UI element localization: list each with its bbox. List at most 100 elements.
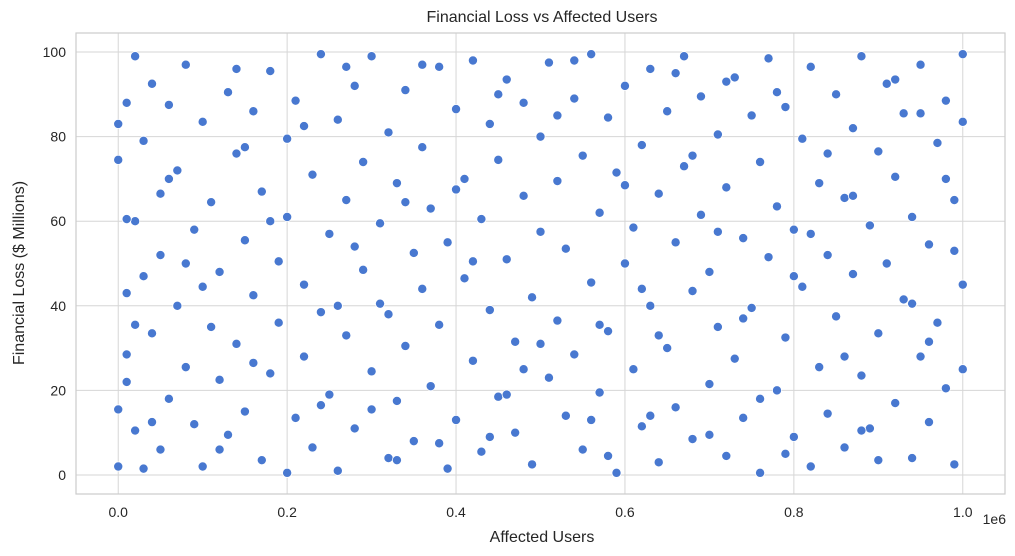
scatter-point xyxy=(113,118,124,129)
scatter-point xyxy=(408,247,419,258)
scatter-point xyxy=(501,74,512,85)
scatter-point xyxy=(518,190,529,201)
scatter-point xyxy=(121,376,132,387)
scatter-point xyxy=(155,188,166,199)
scatter-point xyxy=(248,357,259,368)
scatter-point xyxy=(890,398,901,409)
scatter-point xyxy=(138,463,149,474)
scatter-point xyxy=(957,279,968,290)
scatter-point xyxy=(619,258,630,269)
scatter-point xyxy=(375,298,386,309)
scatter-point xyxy=(493,154,504,165)
scatter-point xyxy=(755,156,766,167)
y-tick-label: 0 xyxy=(58,467,66,483)
y-axis-label: Financial Loss ($ Millions) xyxy=(11,181,28,365)
scatter-point xyxy=(569,349,580,360)
scatter-point xyxy=(586,277,597,288)
scatter-point xyxy=(265,368,276,379)
scatter-point xyxy=(197,461,208,472)
scatter-point xyxy=(788,224,799,235)
scatter-point xyxy=(814,178,825,189)
scatter-point xyxy=(873,328,884,339)
scatter-point xyxy=(442,237,453,248)
scatter-point xyxy=(434,61,445,72)
scatter-point xyxy=(594,207,605,218)
scatter-point xyxy=(307,442,318,453)
scatter-point xyxy=(957,364,968,375)
scatter-point xyxy=(324,389,335,400)
scatter-point xyxy=(890,171,901,182)
scatter-point xyxy=(923,417,934,428)
scatter-point xyxy=(121,288,132,299)
scatter-point xyxy=(172,300,183,311)
scatter-point xyxy=(425,381,436,392)
scatter-point xyxy=(729,72,740,83)
scatter-point xyxy=(915,351,926,362)
scatter-point xyxy=(940,173,951,184)
x-axis-label: Affected Users xyxy=(490,529,595,546)
scatter-point xyxy=(400,197,411,208)
scatter-point xyxy=(687,434,698,445)
scatter-point xyxy=(721,182,732,193)
scatter-point xyxy=(417,283,428,294)
scatter-point xyxy=(265,66,276,77)
scatter-point xyxy=(552,176,563,187)
scatter-point xyxy=(839,442,850,453)
x-tick-label: 1.0 xyxy=(953,504,973,520)
scatter-point xyxy=(831,311,842,322)
grid xyxy=(76,33,1005,494)
scatter-point xyxy=(636,421,647,432)
scatter-point xyxy=(704,266,715,277)
scatter-point xyxy=(223,429,234,440)
scatter-point xyxy=(923,239,934,250)
scatter-point xyxy=(341,330,352,341)
scatter-point xyxy=(113,404,124,415)
scatter-point xyxy=(695,91,706,102)
scatter-point xyxy=(180,59,191,70)
scatter-point xyxy=(189,419,200,430)
scatter-point xyxy=(856,370,867,381)
y-tick-label: 40 xyxy=(50,298,66,314)
scatter-point xyxy=(214,374,225,385)
scatter-point xyxy=(712,321,723,332)
scatter-point xyxy=(594,387,605,398)
scatter-point xyxy=(273,256,284,267)
scatter-point xyxy=(662,106,673,117)
scatter-point xyxy=(239,406,250,417)
scatter-point xyxy=(349,423,360,434)
scatter-point xyxy=(687,285,698,296)
scatter-point xyxy=(484,431,495,442)
scatter-point xyxy=(299,121,310,132)
scatter-point xyxy=(957,116,968,127)
scatter-point xyxy=(940,95,951,106)
scatter-point xyxy=(214,444,225,455)
scatter-point xyxy=(299,279,310,290)
scatter-point xyxy=(771,87,782,98)
scatter-point xyxy=(366,366,377,377)
scatter-point xyxy=(476,214,487,225)
scatter-point xyxy=(797,281,808,292)
scatter-point xyxy=(223,87,234,98)
scatter-point xyxy=(138,135,149,146)
scatter-point xyxy=(518,97,529,108)
scatter-point xyxy=(687,150,698,161)
scatter-point xyxy=(130,51,141,62)
scatter-point xyxy=(501,389,512,400)
scatter-point xyxy=(518,364,529,375)
scatter-point xyxy=(619,180,630,191)
scatter-point xyxy=(315,400,326,411)
scatter-point xyxy=(907,298,918,309)
scatter-point xyxy=(391,455,402,466)
scatter-point xyxy=(890,74,901,85)
scatter-point xyxy=(721,450,732,461)
scatter-point xyxy=(256,455,267,466)
scatter-point xyxy=(197,281,208,292)
y-tick-label: 60 xyxy=(50,213,66,229)
scatter-point xyxy=(594,319,605,330)
scatter-point xyxy=(603,450,614,461)
scatter-point xyxy=(805,228,816,239)
scatter-point xyxy=(771,201,782,212)
scatter-point xyxy=(349,241,360,252)
scatter-point xyxy=(189,224,200,235)
scatter-point xyxy=(197,116,208,127)
